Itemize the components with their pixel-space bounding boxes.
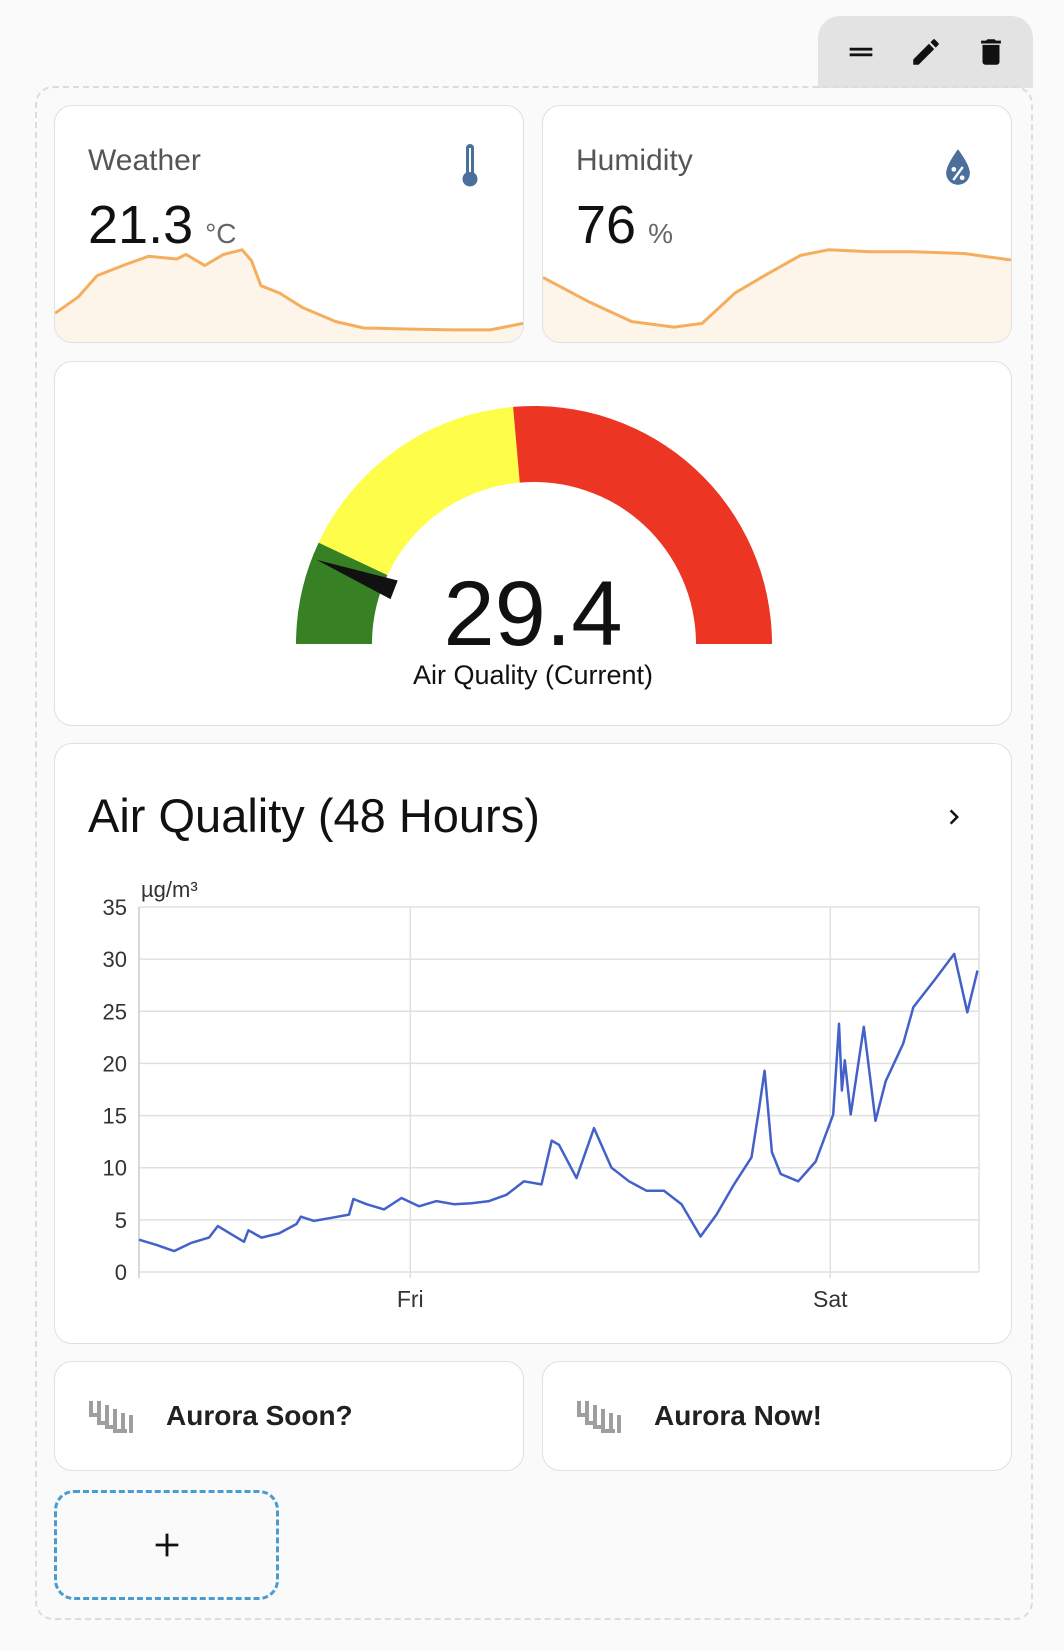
y-tick-label: 20 <box>103 1051 127 1076</box>
sparkline-fill <box>55 249 523 342</box>
gauge-label: Air Quality (Current) <box>412 660 654 690</box>
y-tick-label: 30 <box>103 947 127 972</box>
aurora-icon <box>577 1401 621 1433</box>
add-card-button[interactable] <box>54 1490 279 1600</box>
y-tick-label: 35 <box>103 895 127 920</box>
humidity-sensor-card[interactable]: Humidity 76% <box>542 105 1012 343</box>
sparkline-line <box>543 248 1011 329</box>
aurora-soon-button[interactable]: Aurora Soon? <box>54 1361 524 1471</box>
thermometer-icon <box>462 144 478 187</box>
gauge <box>296 406 772 644</box>
y-axis-unit: µg/m³ <box>141 877 198 902</box>
temperature-sparkline <box>55 248 523 342</box>
y-tick-label: 5 <box>115 1208 127 1233</box>
pencil-icon[interactable] <box>909 35 943 69</box>
button-label: Aurora Now! <box>654 1400 822 1431</box>
y-tick-label: 15 <box>103 1104 127 1129</box>
weather-sensor-card[interactable]: Weather 21.3 °C <box>54 105 524 343</box>
sensor-value: 76% <box>576 195 673 255</box>
air-quality-history-card[interactable]: Air Quality (48 Hours) 0 5 10 15 20 25 30 35 Fri… <box>54 743 1012 1344</box>
x-tick-label: Fri <box>397 1286 424 1312</box>
line-chart: 0 5 10 15 20 25 30 35 Fri Sat µg/m³ <box>103 877 980 1312</box>
trash-icon[interactable] <box>974 35 1008 69</box>
sensor-value: 21.3 °C <box>88 195 237 255</box>
gauge-segment <box>513 406 772 644</box>
y-tick-label: 10 <box>103 1156 127 1181</box>
card-edit-toolbar <box>818 16 1033 88</box>
gauge-segment <box>296 542 388 644</box>
gauge-needle <box>316 559 398 600</box>
air-quality-gauge-card[interactable]: 29.4 Air Quality (Current) <box>54 361 1012 726</box>
y-tick-label: 0 <box>115 1260 127 1285</box>
gauge-segment <box>318 406 520 576</box>
x-tick-label: Sat <box>813 1286 848 1312</box>
sparkline-line <box>55 248 523 332</box>
sparkline-fill <box>543 249 1011 342</box>
card-title: Air Quality (48 Hours) <box>88 789 540 842</box>
card-title: Humidity <box>576 144 693 177</box>
sensor-unit: % <box>648 218 673 249</box>
water-percent-icon <box>946 149 970 185</box>
aurora-now-button[interactable]: Aurora Now! <box>542 1361 1012 1471</box>
gauge-value: 29.4 <box>443 563 623 665</box>
y-tick-label: 25 <box>103 999 127 1024</box>
aurora-icon <box>89 1401 133 1433</box>
section-container <box>35 86 1033 1620</box>
drag-handle-icon[interactable] <box>844 35 878 69</box>
chevron-right-icon[interactable] <box>939 802 969 832</box>
humidity-sparkline <box>543 248 1011 342</box>
card-title: Weather <box>88 144 201 177</box>
series-line <box>138 952 979 1253</box>
plus-icon <box>155 1533 178 1557</box>
button-label: Aurora Soon? <box>166 1400 353 1431</box>
sensor-unit: °C <box>205 218 237 249</box>
